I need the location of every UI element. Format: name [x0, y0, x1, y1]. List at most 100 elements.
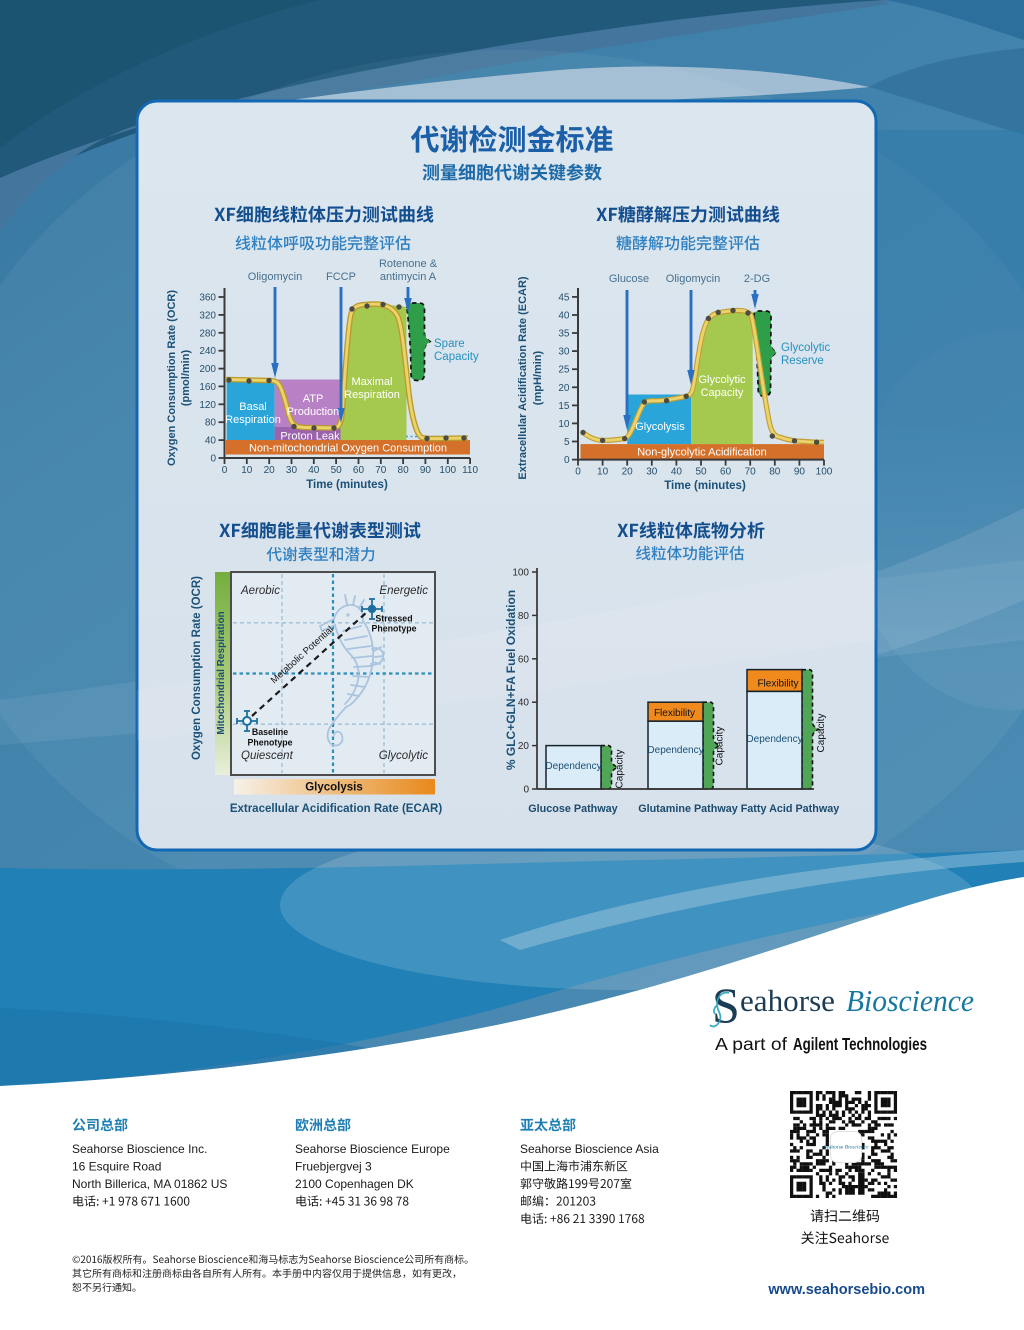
svg-text:Dependency: Dependency	[545, 761, 601, 772]
svg-text:50: 50	[695, 467, 707, 478]
svg-text:40: 40	[205, 436, 217, 447]
svg-text:35: 35	[558, 329, 570, 340]
svg-text:Oxygen Consumption Rate (OCR): Oxygen Consumption Rate (OCR)	[166, 290, 178, 466]
svg-text:70: 70	[375, 465, 387, 476]
svg-text:360: 360	[199, 293, 216, 304]
svg-text:Glycolysis: Glycolysis	[305, 782, 363, 794]
svg-text:120: 120	[199, 400, 216, 411]
svg-text:Phenotype: Phenotype	[372, 624, 417, 634]
svg-text:Bioscience: Bioscience	[846, 983, 974, 1018]
svg-text:0: 0	[575, 467, 581, 478]
svg-text:100: 100	[816, 467, 833, 478]
svg-text:10: 10	[558, 419, 570, 430]
svg-text:Dependency: Dependency	[746, 734, 802, 745]
svg-text:Spare: Spare	[434, 338, 465, 350]
svg-text:Flexibility: Flexibility	[654, 708, 695, 719]
svg-text:Time (minutes): Time (minutes)	[664, 480, 746, 492]
svg-text:Proton Leak: Proton Leak	[280, 431, 340, 443]
svg-text:45: 45	[558, 292, 570, 303]
svg-text:40: 40	[308, 465, 320, 476]
svg-text:40: 40	[518, 698, 530, 709]
svg-text:25: 25	[558, 365, 570, 376]
svg-text:eahorse: eahorse	[740, 983, 835, 1018]
svg-text:Reserve: Reserve	[781, 355, 824, 367]
svg-text:Glucose Pathway: Glucose Pathway	[528, 803, 617, 815]
svg-text:50: 50	[331, 465, 343, 476]
svg-text:0: 0	[222, 465, 228, 476]
svg-text:80: 80	[398, 465, 410, 476]
svg-text:0: 0	[210, 454, 216, 465]
svg-text:(pmol/min): (pmol/min)	[180, 350, 192, 407]
svg-text:Production: Production	[287, 406, 340, 418]
svg-text:Capacity: Capacity	[434, 351, 479, 363]
svg-text:Fatty Acid Pathway: Fatty Acid Pathway	[741, 803, 840, 815]
svg-text:antimycin A: antimycin A	[380, 271, 437, 283]
svg-text:ATP: ATP	[303, 393, 324, 405]
svg-text:15: 15	[558, 401, 570, 412]
svg-text:10: 10	[597, 467, 609, 478]
svg-text:Seahorse Bioscience Asia: Seahorse Bioscience Asia	[520, 1142, 659, 1156]
svg-text:Glycolytic: Glycolytic	[781, 342, 830, 354]
svg-text:20: 20	[518, 741, 530, 752]
svg-text:240: 240	[199, 346, 216, 357]
svg-text:Respiration: Respiration	[344, 389, 400, 401]
svg-text:Oligomycin: Oligomycin	[248, 271, 302, 283]
svg-text:Aerobic: Aerobic	[240, 585, 280, 597]
svg-text:60: 60	[518, 654, 530, 665]
svg-text:40: 40	[558, 310, 570, 321]
svg-text:90: 90	[420, 465, 432, 476]
svg-text:20: 20	[264, 465, 276, 476]
svg-text:60: 60	[720, 467, 732, 478]
svg-text:Glycolytic: Glycolytic	[698, 374, 746, 386]
svg-text:16 Esquire Road: 16 Esquire Road	[72, 1160, 161, 1174]
svg-text:Non-mitochondrial Oxygen Consu: Non-mitochondrial Oxygen Consumption	[249, 443, 447, 455]
svg-text:A part of: A part of	[715, 1034, 787, 1054]
svg-text:Flexibility: Flexibility	[757, 679, 798, 690]
svg-text:30: 30	[558, 347, 570, 358]
svg-text:20: 20	[622, 467, 634, 478]
svg-text:40: 40	[671, 467, 683, 478]
svg-text:80: 80	[518, 611, 530, 622]
svg-text:Glucose: Glucose	[609, 273, 649, 285]
svg-text:2100 Copenhagen DK: 2100 Copenhagen DK	[295, 1177, 414, 1191]
svg-text:Glutamine Pathway: Glutamine Pathway	[638, 803, 738, 815]
svg-text:280: 280	[199, 328, 216, 339]
svg-text:% GLC+GLN+FA Fuel Oxidation: % GLC+GLN+FA Fuel Oxidation	[504, 590, 518, 770]
svg-text:Extracellular Acidification Ra: Extracellular Acidification Rate (ECAR)	[230, 803, 443, 815]
svg-text:Phenotype: Phenotype	[248, 738, 293, 748]
svg-text:Respiration: Respiration	[225, 414, 281, 426]
svg-text:160: 160	[199, 382, 216, 393]
svg-text:Oxygen Consumption Rate (OCR): Oxygen Consumption Rate (OCR)	[191, 576, 203, 760]
svg-text:30: 30	[286, 465, 298, 476]
svg-text:0: 0	[564, 455, 570, 466]
svg-text:110: 110	[462, 465, 478, 476]
svg-text:90: 90	[794, 467, 806, 478]
svg-text:80: 80	[205, 418, 217, 429]
svg-text:2-DG: 2-DG	[744, 273, 770, 285]
svg-text:320: 320	[199, 310, 216, 321]
svg-text:Stressed: Stressed	[375, 614, 412, 624]
svg-text:20: 20	[558, 383, 570, 394]
svg-text:30: 30	[646, 467, 658, 478]
svg-text:Rotenone &: Rotenone &	[379, 258, 438, 270]
svg-text:Seahorse Bioscience Europe: Seahorse Bioscience Europe	[295, 1142, 450, 1156]
svg-text:Capacity: Capacity	[816, 714, 827, 753]
svg-text:10: 10	[241, 465, 253, 476]
svg-text:Seahorse Bioscience: Seahorse Bioscience	[823, 1145, 869, 1151]
svg-text:100: 100	[512, 568, 529, 579]
svg-text:FCCP: FCCP	[326, 271, 356, 283]
svg-text:www.seahorsebio.com: www.seahorsebio.com	[767, 1282, 925, 1298]
svg-text:Glycolysis: Glycolysis	[635, 421, 685, 433]
svg-text:Quiescent: Quiescent	[241, 750, 294, 762]
svg-text:Maximal: Maximal	[352, 376, 393, 388]
svg-text:Baseline: Baseline	[252, 727, 288, 737]
svg-text:Seahorse Bioscience Inc.: Seahorse Bioscience Inc.	[72, 1142, 207, 1156]
svg-text:Time (minutes): Time (minutes)	[306, 479, 388, 491]
svg-text:70: 70	[745, 467, 757, 478]
svg-text:Oligomycin: Oligomycin	[666, 273, 720, 285]
svg-text:Glycolytic: Glycolytic	[379, 750, 428, 762]
svg-text:North Billerica, MA 01862 US: North Billerica, MA 01862 US	[72, 1177, 227, 1191]
svg-text:Capacity: Capacity	[715, 727, 726, 766]
svg-text:(mpH/min): (mpH/min)	[532, 350, 544, 405]
svg-text:0: 0	[523, 785, 529, 796]
